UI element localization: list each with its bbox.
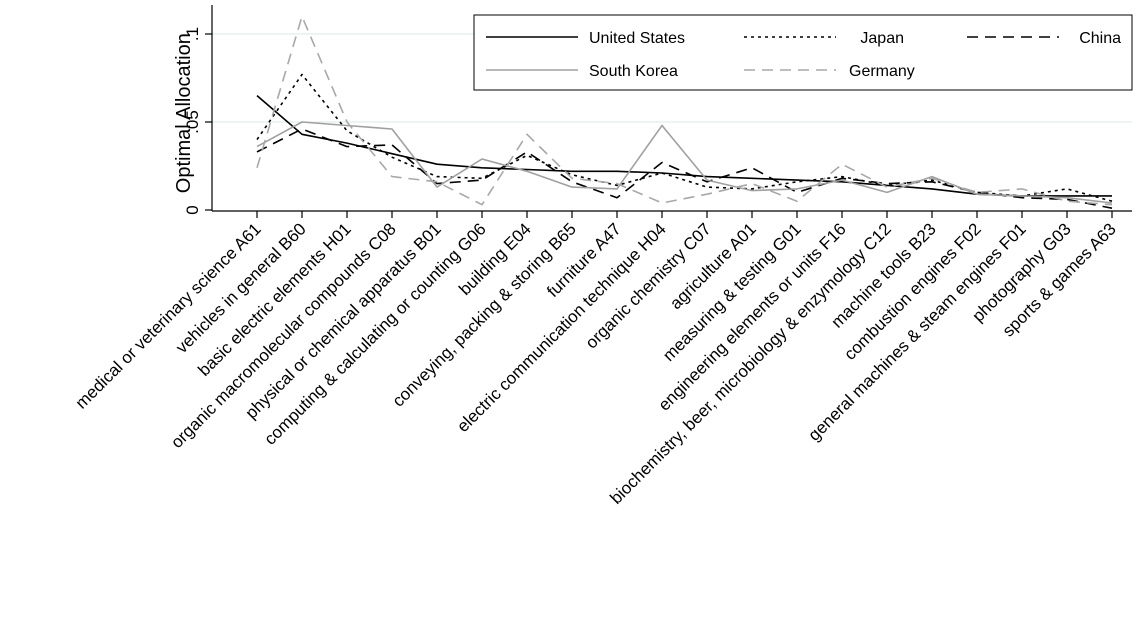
y-tick-label: .1 xyxy=(183,27,202,41)
legend-label: South Korea xyxy=(589,63,678,80)
axis-layer xyxy=(211,5,1132,212)
series-line xyxy=(256,73,1113,202)
series-layer xyxy=(256,15,1113,209)
y-ticks: 0 .05 .1 xyxy=(183,27,212,215)
x-tick-label: electric communication technique H04 xyxy=(453,219,670,436)
y-tick-label: .05 xyxy=(183,110,202,134)
series-line xyxy=(256,94,1112,197)
legend: United States Japan China South Korea German… xyxy=(473,14,1133,91)
series-line xyxy=(256,121,1113,204)
y-tick-label: 0 xyxy=(183,205,202,214)
y-axis-title: Optimal Allocation xyxy=(173,33,195,193)
legend-box xyxy=(473,14,1133,91)
legend-label: United States xyxy=(589,30,685,47)
legend-label: Japan xyxy=(860,30,904,47)
x-ticks: medical or veterinary science A61vehicle… xyxy=(72,211,1120,508)
legend-label: China xyxy=(1079,30,1121,47)
legend-label: Germany xyxy=(849,63,915,80)
series-line xyxy=(256,15,1113,206)
